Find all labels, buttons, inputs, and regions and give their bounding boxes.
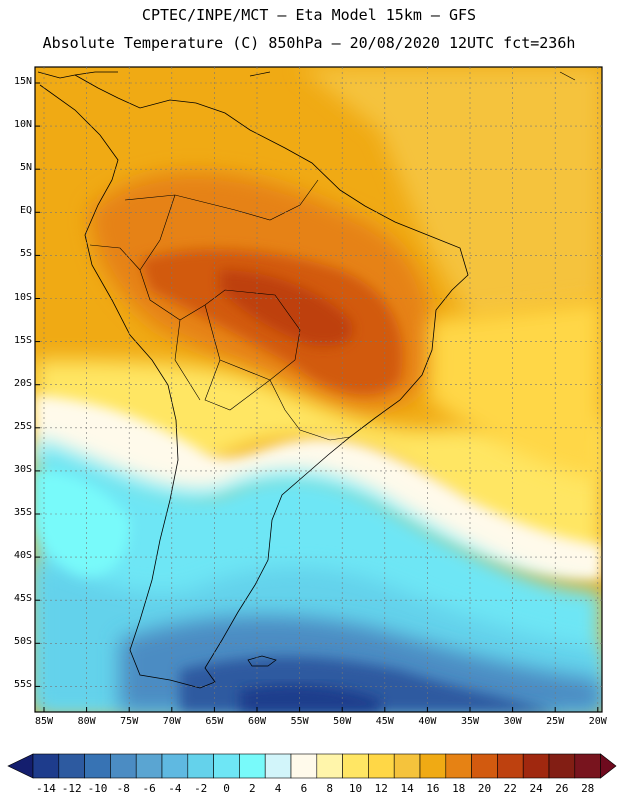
- colorbar-swatch: [161, 753, 189, 779]
- lon-label: 80W: [77, 716, 96, 727]
- lat-label: 15S: [13, 334, 32, 346]
- colorbar-label: 18: [452, 782, 466, 795]
- lat-label: 10N: [13, 119, 32, 131]
- colorbar-swatch: [239, 753, 266, 779]
- lat-label: 45S: [13, 593, 32, 605]
- lat-label: 35S: [13, 507, 32, 518]
- lon-label: 60W: [247, 716, 267, 727]
- lat-label: 5S: [19, 248, 32, 260]
- colorbar-label: 4: [274, 782, 282, 795]
- colorbar-swatch: [316, 753, 343, 779]
- lat-label: EQ: [19, 205, 32, 217]
- colorbar-swatch: [213, 753, 240, 779]
- colorbar-swatch: [58, 753, 85, 779]
- lon-label: 85W: [34, 716, 54, 727]
- colorbar-label: 24: [529, 782, 543, 795]
- lon-label: 35W: [460, 716, 480, 727]
- colorbar-swatch: [471, 753, 498, 779]
- title-line-2: Absolute Temperature (C) 850hPa — 20/08/…: [42, 34, 576, 52]
- colorbar-label: 14: [400, 782, 414, 795]
- colorbar: [7, 753, 617, 779]
- colorbar-label: -6: [142, 782, 156, 795]
- colorbar-label: 10: [348, 782, 363, 795]
- lon-label: 30W: [503, 716, 522, 727]
- colorbar-label: 26: [555, 782, 569, 795]
- colorbar-label: -14: [35, 782, 56, 795]
- lon-label: 65W: [205, 716, 224, 727]
- graticule: [35, 67, 602, 712]
- colorbar-swatch: [264, 753, 292, 779]
- lon-label: 75W: [120, 716, 139, 727]
- colorbar-label: 0: [223, 782, 230, 795]
- colorbar-swatch: [110, 753, 137, 779]
- colorbar-swatch: [574, 753, 601, 779]
- lon-label: 55W: [290, 716, 309, 727]
- colorbar-label: -4: [168, 782, 182, 795]
- colorbar-swatch: [84, 753, 111, 779]
- title-line-1: CPTEC/INPE/MCT — Eta Model 15km — GFS: [141, 6, 477, 24]
- lat-label: 40S: [13, 550, 32, 562]
- colorbar-swatch: [393, 753, 421, 779]
- lon-label: 20W: [588, 716, 607, 727]
- lon-label: 50W: [333, 716, 352, 727]
- colorbar-label: -8: [116, 782, 130, 795]
- lat-label: 50S: [13, 636, 32, 648]
- colorbar-label: 16: [426, 782, 440, 795]
- lat-label: 10S: [13, 291, 32, 303]
- colorbar-low-arrow: [7, 753, 34, 779]
- colorbar-swatch: [522, 753, 550, 779]
- colorbar-swatch: [368, 753, 395, 779]
- colorbar-label: -12: [61, 782, 82, 795]
- lon-label: 40W: [418, 716, 437, 727]
- lon-label: 70W: [162, 716, 181, 727]
- colorbar-swatch: [342, 753, 369, 779]
- colorbar-label: 28: [581, 782, 595, 795]
- colorbar-label: 2: [248, 782, 256, 795]
- lat-label: 30S: [13, 463, 32, 475]
- colorbar-label: 6: [300, 782, 308, 795]
- colorbar-swatch: [290, 753, 318, 779]
- lat-label: 5N: [19, 162, 32, 174]
- lat-label: 25S: [13, 420, 32, 432]
- colorbar-swatch: [32, 753, 60, 779]
- colorbar-swatch: [187, 753, 214, 779]
- colorbar-label: -10: [87, 782, 108, 795]
- lat-label: 15N: [13, 76, 32, 87]
- lon-label: 25W: [546, 716, 565, 727]
- temperature-field: [35, 67, 602, 712]
- colorbar-label: 20: [477, 782, 492, 795]
- colorbar-label: -2: [194, 782, 208, 795]
- lon-label: 45W: [375, 716, 394, 727]
- colorbar-swatch: [419, 753, 447, 779]
- lat-label: 20S: [13, 377, 32, 389]
- colorbar-swatch: [135, 753, 163, 779]
- colorbar-swatch: [548, 753, 576, 779]
- colorbar-swatch: [445, 753, 472, 779]
- colorbar-swatch: [497, 753, 524, 779]
- colorbar-label: 8: [326, 782, 333, 795]
- lat-label: 55S: [13, 679, 32, 691]
- colorbar-label: 22: [503, 782, 517, 795]
- colorbar-label: 12: [374, 782, 388, 795]
- colorbar-high-arrow: [600, 753, 617, 779]
- map-frame: [34, 66, 603, 713]
